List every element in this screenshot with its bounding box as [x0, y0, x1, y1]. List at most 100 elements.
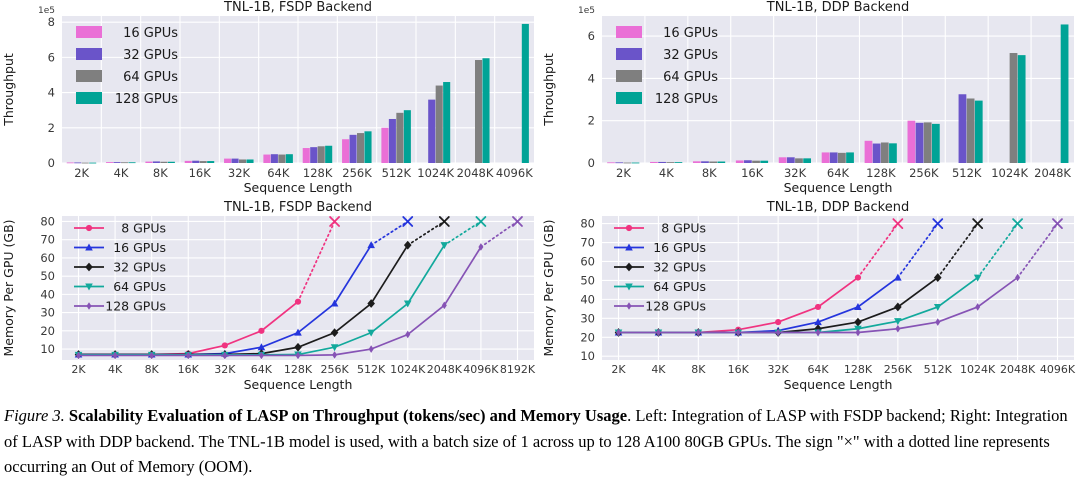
svg-text:64K: 64K	[267, 166, 290, 180]
svg-text:8: 8	[48, 15, 55, 29]
svg-text:32K: 32K	[214, 363, 236, 376]
svg-text:128K: 128K	[866, 166, 896, 180]
svg-text:4K: 4K	[659, 166, 674, 180]
chart-throughput-ddp: 2K 4K 8K 16K 32K 64K 128K 256K 512K 1024K 2048K 16 …	[540, 0, 1080, 200]
svg-text:TNL-1B, DDP Backend: TNL-1B, DDP Backend	[766, 0, 909, 15]
svg-text:4K: 4K	[651, 363, 666, 376]
svg-text:Memory Per GPU (GB): Memory Per GPU (GB)	[1, 219, 16, 356]
svg-text:8192K: 8192K	[500, 363, 536, 376]
memory-fsdp-svg: 2K 4K 8K 16K 32K 64K 128K 256K 512K 1024K 2048K 409…	[1, 200, 536, 392]
figure-label: Figure 3.	[4, 406, 65, 425]
svg-text:4: 4	[48, 86, 55, 100]
svg-text:TNL-1B, FSDP Backend: TNL-1B, FSDP Backend	[223, 200, 372, 215]
svg-text:256K: 256K	[320, 363, 349, 376]
svg-text:40: 40	[580, 292, 595, 306]
svg-text:64 GPUs: 64 GPUs	[663, 70, 718, 85]
svg-text:16K: 16K	[741, 166, 764, 180]
chart-throughput-fsdp: 2K 4K 8K 16K 32K 64K 128K 256K 512K 1024K 2048K 409…	[0, 0, 540, 200]
svg-text:16 GPUs: 16 GPUs	[123, 26, 178, 41]
svg-text:16 GPUs: 16 GPUs	[653, 240, 706, 255]
svg-text:50: 50	[40, 269, 55, 283]
svg-text:2048K: 2048K	[1000, 363, 1036, 376]
figure-caption: Figure 3. Scalability Evaluation of LASP…	[0, 397, 1080, 480]
chart-grid: 2K 4K 8K 16K 32K 64K 128K 256K 512K 1024K 2048K 409…	[0, 0, 1080, 397]
svg-text:32 GPUs: 32 GPUs	[113, 260, 166, 275]
chart-memory-fsdp: 2K 4K 8K 16K 32K 64K 128K 256K 512K 1024K 2048K 409…	[0, 200, 540, 397]
svg-text:70: 70	[40, 233, 55, 247]
svg-text:2: 2	[48, 121, 55, 135]
svg-text:6: 6	[588, 29, 595, 43]
svg-text:2K: 2K	[74, 166, 89, 180]
chart-memory-ddp: 2K 4K 8K 16K 32K 64K 128K 256K 512K 1024K 2048K 409…	[540, 200, 1080, 397]
svg-text:60: 60	[40, 251, 55, 265]
svg-text:64 GPUs: 64 GPUs	[653, 279, 706, 294]
svg-text:1024K: 1024K	[960, 363, 996, 376]
svg-text:40: 40	[40, 287, 55, 301]
svg-text:2048K: 2048K	[457, 166, 494, 180]
caption-title: Scalability Evaluation of LASP on Throug…	[68, 406, 628, 425]
svg-text:32K: 32K	[228, 166, 251, 180]
svg-text:128 GPUs: 128 GPUs	[115, 92, 178, 107]
svg-text:80: 80	[580, 217, 595, 231]
svg-text:8K: 8K	[691, 363, 706, 376]
svg-text:64K: 64K	[807, 363, 829, 376]
svg-text:64K: 64K	[251, 363, 273, 376]
svg-text:4: 4	[588, 71, 595, 85]
svg-text:Memory Per GPU (GB): Memory Per GPU (GB)	[541, 219, 556, 356]
svg-text:32 GPUs: 32 GPUs	[663, 48, 718, 63]
svg-text:512K: 512K	[952, 166, 982, 180]
svg-text:8 GPUs: 8 GPUs	[121, 221, 166, 236]
svg-text:2048K: 2048K	[427, 363, 463, 376]
svg-text:256K: 256K	[909, 166, 939, 180]
svg-text:1024K: 1024K	[417, 166, 454, 180]
memory-ddp-svg: 2K 4K 8K 16K 32K 64K 128K 256K 512K 1024K 2048K 409…	[541, 200, 1076, 392]
svg-text:128 GPUs: 128 GPUs	[655, 92, 718, 107]
svg-text:512K: 512K	[924, 363, 953, 376]
svg-text:1e5: 1e5	[578, 6, 595, 16]
svg-text:128 GPUs: 128 GPUs	[105, 299, 166, 314]
svg-text:512K: 512K	[357, 363, 386, 376]
svg-text:512K: 512K	[382, 166, 412, 180]
svg-text:Sequence Length: Sequence Length	[244, 377, 353, 392]
svg-text:1024K: 1024K	[991, 166, 1028, 180]
svg-text:0: 0	[588, 156, 595, 170]
svg-text:32 GPUs: 32 GPUs	[123, 48, 178, 63]
svg-text:2K: 2K	[611, 363, 626, 376]
svg-text:4096K: 4096K	[463, 363, 499, 376]
svg-text:16K: 16K	[728, 363, 750, 376]
svg-text:50: 50	[580, 273, 595, 287]
svg-text:16K: 16K	[178, 363, 200, 376]
svg-text:Sequence Length: Sequence Length	[784, 377, 893, 392]
svg-text:30: 30	[580, 311, 595, 325]
svg-text:4K: 4K	[114, 166, 129, 180]
svg-text:8K: 8K	[145, 363, 160, 376]
svg-text:1024K: 1024K	[390, 363, 426, 376]
svg-text:256K: 256K	[342, 166, 372, 180]
svg-text:1e5: 1e5	[38, 6, 55, 16]
svg-text:8K: 8K	[702, 166, 717, 180]
svg-text:128K: 128K	[284, 363, 313, 376]
svg-text:16K: 16K	[189, 166, 212, 180]
svg-text:6: 6	[48, 50, 55, 64]
svg-text:80: 80	[40, 214, 55, 228]
svg-text:2048K: 2048K	[1034, 166, 1071, 180]
svg-text:8 GPUs: 8 GPUs	[661, 221, 706, 236]
svg-text:Sequence Length: Sequence Length	[244, 180, 353, 195]
svg-text:20: 20	[580, 330, 595, 344]
svg-text:64K: 64K	[827, 166, 850, 180]
svg-text:8K: 8K	[153, 166, 168, 180]
svg-text:Throughput: Throughput	[1, 53, 16, 127]
svg-text:4096K: 4096K	[496, 166, 533, 180]
svg-text:32K: 32K	[784, 166, 807, 180]
svg-text:Throughput: Throughput	[541, 53, 556, 127]
svg-text:0: 0	[48, 156, 55, 170]
svg-text:20: 20	[40, 324, 55, 338]
svg-text:TNL-1B, FSDP Backend: TNL-1B, FSDP Backend	[223, 0, 372, 15]
svg-text:4096K: 4096K	[1040, 363, 1076, 376]
svg-text:32K: 32K	[768, 363, 790, 376]
svg-text:4K: 4K	[108, 363, 123, 376]
svg-text:128K: 128K	[844, 363, 873, 376]
svg-text:16 GPUs: 16 GPUs	[663, 26, 718, 41]
svg-text:32 GPUs: 32 GPUs	[653, 260, 706, 275]
caption-body: . Left: Integration of LASP with FSDP ba…	[4, 406, 1068, 477]
